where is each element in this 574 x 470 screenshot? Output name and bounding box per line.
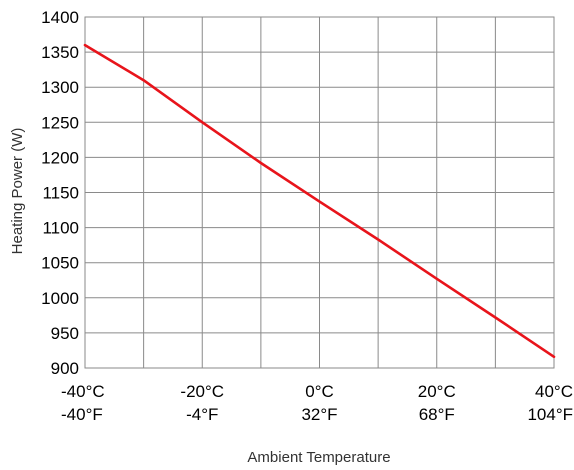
plot-frame — [84, 16, 555, 369]
x-axis-ticks: -40°C -40°F -20°C -4°F 0°C 32°F 20°C 68°F 40°C 10… — [61, 382, 573, 424]
x-tick-label-celsius: 40°C — [535, 382, 573, 401]
y-tick-label: 950 — [51, 324, 79, 343]
x-tick-label-fahrenheit: -4°F — [186, 405, 218, 424]
x-tick-label-fahrenheit: -40°F — [61, 405, 103, 424]
x-tick-label-celsius: -40°C — [61, 382, 105, 401]
y-tick-label: 1000 — [41, 289, 79, 308]
x-tick-label-fahrenheit: 32°F — [301, 405, 337, 424]
y-tick-label: 1050 — [41, 254, 79, 273]
x-tick-label-celsius: 0°C — [305, 382, 334, 401]
heating-power-line — [83, 43, 556, 359]
y-axis-ticks: 900 950 1000 1050 1100 1150 1200 1250 1300 1350 14… — [41, 8, 79, 378]
y-tick-label: 1200 — [41, 148, 79, 167]
x-tick-label-celsius: 20°C — [418, 382, 456, 401]
grid-lines — [84, 16, 555, 369]
y-tick-label: 1350 — [41, 43, 79, 62]
y-tick-label: 1400 — [41, 8, 79, 27]
y-axis-title: Heating Power (W) — [9, 128, 26, 255]
x-axis-title: Ambient Temperature — [247, 449, 390, 466]
y-tick-label: 1300 — [41, 78, 79, 97]
x-tick-label-celsius: -20°C — [180, 382, 224, 401]
y-tick-label: 900 — [51, 359, 79, 378]
y-tick-label: 1150 — [42, 184, 79, 203]
y-tick-label: 1100 — [42, 219, 79, 238]
x-tick-label-fahrenheit: 68°F — [419, 405, 455, 424]
y-tick-label: 1250 — [41, 113, 79, 132]
x-tick-label-fahrenheit: 104°F — [527, 405, 573, 424]
series-layer — [83, 43, 556, 359]
